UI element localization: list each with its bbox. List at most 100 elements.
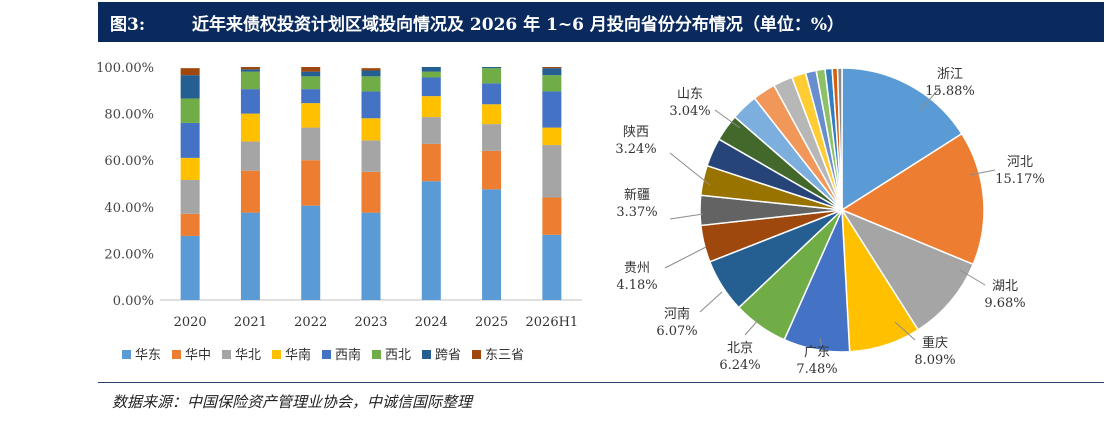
- pie-slice: [706, 138, 843, 211]
- x-tick-label: 2025: [475, 315, 508, 330]
- bar-segment: [301, 127, 321, 161]
- pie-leader-line: [819, 337, 823, 349]
- pie-leader-line: [714, 109, 741, 129]
- pie-slice-label: 陕西: [623, 125, 649, 140]
- y-tick-label: 20.00%: [104, 247, 154, 262]
- bar-segment: [240, 113, 260, 142]
- bar-segment: [542, 75, 562, 92]
- pie-slices: [699, 67, 985, 353]
- pie-slice: [840, 208, 975, 331]
- bar-segment: [542, 127, 562, 146]
- pie-slice-label: 山东: [677, 87, 703, 102]
- legend-swatch: [422, 350, 431, 359]
- pie-slice: [753, 84, 843, 211]
- source-note: 数据来源：中国保险资产管理业协会，中诚信国际整理: [112, 393, 473, 411]
- pie-leader-line: [744, 317, 761, 336]
- bar-segment: [542, 68, 562, 76]
- bar-segment: [301, 76, 321, 90]
- legend-swatch: [222, 350, 231, 359]
- bar-segment: [361, 140, 381, 172]
- bar-segment: [361, 91, 381, 119]
- pie-slice: [733, 97, 843, 211]
- bar-marks: [180, 67, 562, 300]
- bar-segment: [361, 171, 381, 213]
- bar-segment: [240, 170, 260, 213]
- bar-segment: [542, 145, 562, 198]
- bar-segment: [180, 180, 200, 214]
- legend-swatch: [172, 350, 181, 359]
- bar-segment: [542, 197, 562, 235]
- bar-segment: [482, 124, 502, 151]
- y-tick-label: 80.00%: [104, 108, 154, 123]
- bar-segment: [421, 71, 441, 78]
- pie-slice-value: 4.18%: [616, 278, 657, 293]
- bar-segment: [542, 234, 562, 300]
- legend-label: 华中: [185, 348, 211, 363]
- bar-segment: [240, 89, 260, 114]
- pie-slice: [699, 164, 843, 211]
- pie-slice: [836, 67, 843, 211]
- bar-segment: [421, 67, 441, 72]
- bar-segment: [301, 67, 321, 72]
- legend-swatch: [272, 350, 281, 359]
- bar-segment: [240, 67, 260, 70]
- y-tick-label: 60.00%: [104, 154, 154, 169]
- pie-slice: [708, 209, 843, 309]
- y-tick-label: 40.00%: [104, 201, 154, 216]
- pie-slice-value: 8.09%: [914, 353, 955, 368]
- x-tick-label: 2021: [234, 315, 267, 330]
- bar-segment: [180, 235, 200, 300]
- bar-segment: [180, 122, 200, 158]
- bar-segment: [240, 141, 260, 171]
- bar-segment: [421, 77, 441, 97]
- bar-segment: [240, 212, 260, 300]
- bar-segment: [482, 189, 502, 300]
- legend-label: 东三省: [485, 348, 524, 363]
- y-tick-label: 0.00%: [113, 294, 154, 309]
- pie-slice: [700, 209, 843, 263]
- bar-segment: [421, 117, 441, 144]
- pie-leader-line: [699, 291, 723, 313]
- bar-segment: [301, 160, 321, 206]
- pie-slice-value: 3.24%: [615, 142, 656, 157]
- pie-slice: [717, 115, 843, 211]
- bar-segment: [482, 68, 502, 84]
- bar-segment: [361, 118, 381, 141]
- pie-leader-line: [894, 321, 916, 341]
- bar-segment: [180, 213, 200, 236]
- bar-segment: [421, 96, 441, 118]
- x-tick-label: 2023: [354, 315, 387, 330]
- bar-legend: 华东 华中 华北 华南 西南 西北 跨省 东三省: [122, 347, 524, 363]
- pie-slice: [840, 132, 985, 266]
- figure-header: 图3: 近年来债权投资计划区域投向情况及 2026 年 1~6 月投向省份分布情…: [98, 2, 1104, 42]
- bar-segment: [421, 181, 441, 300]
- legend-label: 华北: [235, 348, 261, 363]
- pie-slice-value: 3.04%: [669, 104, 710, 119]
- pie-slice-value: 7.48%: [796, 362, 837, 377]
- legend-label: 西北: [385, 348, 411, 363]
- pie-slice-value: 3.37%: [616, 205, 657, 220]
- bar-segment: [301, 205, 321, 300]
- bar-segment: [301, 89, 321, 104]
- bar-segment: [180, 75, 200, 99]
- pie-slice: [841, 67, 963, 212]
- pie-slice: [699, 194, 843, 227]
- x-tick-label: 2024: [415, 315, 448, 330]
- pie-slice-label: 湖北: [992, 279, 1018, 294]
- footer-rule: [98, 382, 1104, 383]
- bar-segment: [301, 103, 321, 128]
- pie-labels: 浙江 15.88% 河北 15.17% 湖北 9.68% 重庆 8.09% 广东 7.48% 北京 6…: [615, 67, 1044, 377]
- pie-slice-label: 浙江: [937, 67, 963, 82]
- bar-segment: [361, 68, 381, 71]
- pie-leader-line: [669, 152, 711, 186]
- pie-slice-label: 河南: [664, 306, 690, 322]
- pie-slice-label: 北京: [727, 341, 753, 356]
- bar-segment: [361, 70, 381, 77]
- stacked-bar-chart: 0.00% 20.00% 40.00% 60.00% 80.00% 100.00% 2020…: [96, 61, 582, 363]
- pie-leader-line: [669, 213, 704, 220]
- pie-slice: [824, 67, 843, 211]
- bar-segment: [482, 150, 502, 190]
- bar-segment: [482, 67, 502, 69]
- pie-leader-line: [959, 269, 986, 286]
- pie-slice-label: 广东: [804, 345, 830, 360]
